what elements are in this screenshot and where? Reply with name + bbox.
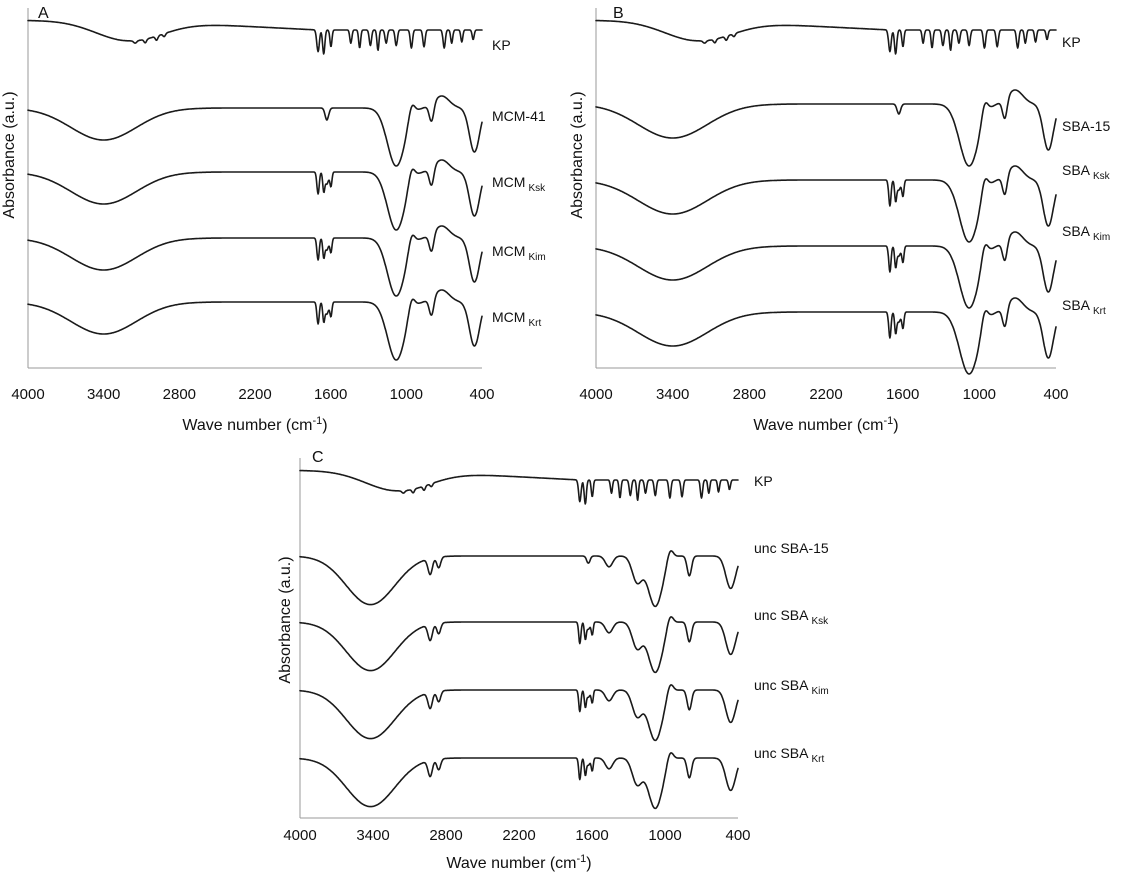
x-tick-label: 1000 xyxy=(390,386,423,403)
series-label: MCM Kim xyxy=(492,243,546,263)
series-label: MCM Krt xyxy=(492,309,541,329)
y-axis-title: Absorbance (a.u.) xyxy=(569,91,586,218)
spectrum-line xyxy=(27,225,483,297)
spectrum-line xyxy=(299,752,739,810)
x-tick-label: 2200 xyxy=(238,386,271,403)
x-tick-label: 1600 xyxy=(314,386,347,403)
spectrum-line xyxy=(27,95,483,167)
y-axis-title: Absorbance (a.u.) xyxy=(1,91,18,218)
series-label: SBA Kim xyxy=(1062,223,1110,243)
x-axis-title: Wave number (cm-1) xyxy=(753,415,898,434)
x-tick-label: 1000 xyxy=(963,386,996,403)
spectrum-line xyxy=(27,159,483,231)
x-tick-label: 400 xyxy=(1043,386,1068,403)
x-tick-label: 2800 xyxy=(429,827,462,844)
x-tick-label: 4000 xyxy=(11,386,44,403)
spectrum-line xyxy=(299,469,739,505)
x-tick-label: 400 xyxy=(725,827,750,844)
x-tick-label: 4000 xyxy=(579,386,612,403)
spectrum-line xyxy=(27,19,483,55)
series-label: KP xyxy=(754,473,773,489)
series-label: MCM Ksk xyxy=(492,174,546,194)
panel-B: B 4000 3400 2800 2200 1600 1000 400 Wave number … xyxy=(569,5,1111,434)
x-tick-label: 400 xyxy=(469,386,494,403)
x-tick-label: 3400 xyxy=(87,386,120,403)
x-tick-label: 1600 xyxy=(575,827,608,844)
x-tick-label: 2800 xyxy=(733,386,766,403)
series-label: KP xyxy=(492,37,511,53)
series-label: SBA Krt xyxy=(1062,297,1106,317)
series-label: MCM-41 xyxy=(492,108,546,124)
series-label: unc SBA Kim xyxy=(754,677,829,697)
x-axis-title: Wave number (cm-1) xyxy=(182,415,327,434)
panel-C: C 4000 3400 2800 2200 1600 1000 400 Wave number … xyxy=(277,449,829,872)
x-tick-label: 2200 xyxy=(502,827,535,844)
series-label: SBA Ksk xyxy=(1062,162,1111,182)
x-tick-label: 2200 xyxy=(809,386,842,403)
panel-letter: B xyxy=(613,5,624,22)
x-tick-label: 3400 xyxy=(656,386,689,403)
x-tick-label: 1000 xyxy=(648,827,681,844)
y-axis-title: Absorbance (a.u.) xyxy=(277,556,294,683)
panel-letter: A xyxy=(38,5,49,22)
series-label: KP xyxy=(1062,34,1081,50)
spectrum-line xyxy=(595,165,1057,243)
x-tick-label: 3400 xyxy=(356,827,389,844)
series-label: unc SBA Krt xyxy=(754,745,824,765)
series-label: unc SBA-15 xyxy=(754,540,829,556)
spectrum-line xyxy=(299,616,739,674)
x-tick-label: 4000 xyxy=(283,827,316,844)
series-label: SBA-15 xyxy=(1062,118,1110,134)
panel-A: A 4000 3400 2800 2200 1600 1000 400 Wave number … xyxy=(1,5,546,434)
spectrum-line xyxy=(27,289,483,361)
x-axis-title: Wave number (cm-1) xyxy=(446,853,591,872)
series-label: unc SBA Ksk xyxy=(754,607,829,627)
spectrum-line xyxy=(299,684,739,742)
spectrum-line xyxy=(595,231,1057,309)
x-tick-label: 1600 xyxy=(886,386,919,403)
spectrum-line xyxy=(595,89,1057,167)
panel-letter: C xyxy=(312,449,324,466)
spectrum-line xyxy=(299,550,739,608)
spectrum-line xyxy=(595,297,1057,375)
spectrum-line xyxy=(595,19,1057,55)
x-tick-label: 2800 xyxy=(163,386,196,403)
